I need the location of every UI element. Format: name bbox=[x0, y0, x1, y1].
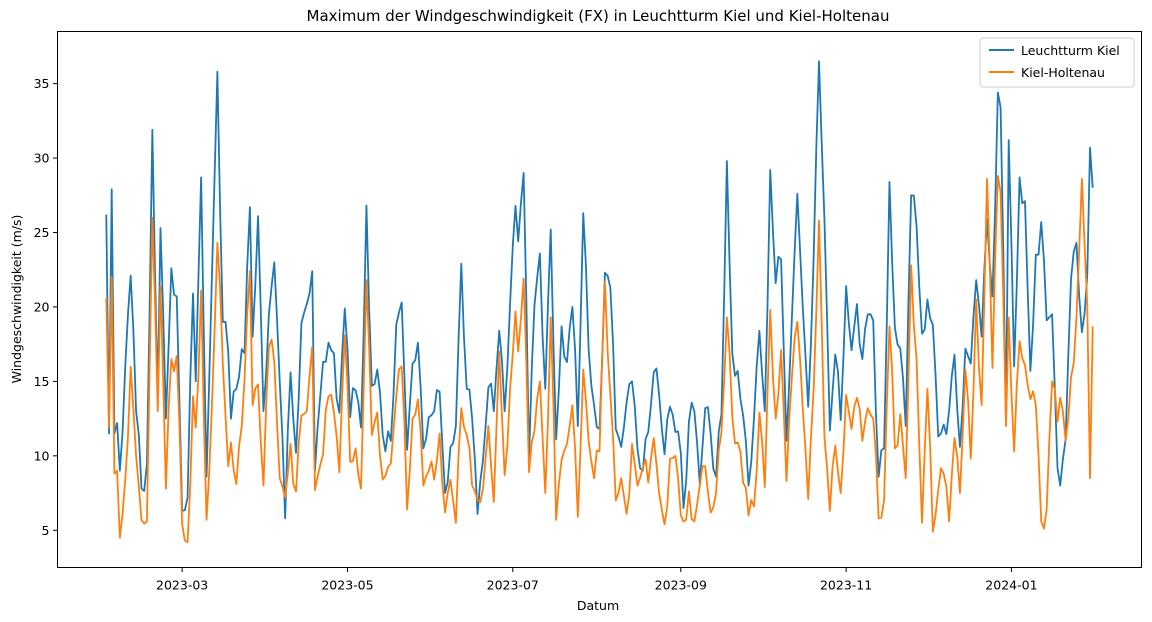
legend-label-kiel-holtenau: Kiel-Holtenau bbox=[1021, 65, 1105, 80]
plot-area bbox=[57, 31, 1142, 568]
x-tick-label: 2023-09 bbox=[655, 578, 707, 593]
y-tick-label: 15 bbox=[34, 374, 50, 389]
y-tick-label: 25 bbox=[34, 225, 50, 240]
x-axis-label: Datum bbox=[577, 598, 619, 613]
legend-box bbox=[979, 37, 1135, 88]
x-tick-label: 2023-07 bbox=[487, 578, 539, 593]
y-axis-label: Windgeschwindigkeit (m/s) bbox=[9, 215, 24, 384]
x-tick-label: 2023-03 bbox=[156, 578, 208, 593]
plot-frame bbox=[57, 31, 1142, 568]
y-axis: 5 10 15 20 25 30 35 bbox=[34, 76, 58, 538]
series-line-kiel-holtenau bbox=[105, 175, 1094, 544]
series-layer bbox=[105, 60, 1094, 544]
y-tick-label: 20 bbox=[34, 299, 50, 314]
x-tick-label: 2024-01 bbox=[985, 578, 1037, 593]
x-axis: 2023-03 2023-05 2023-07 2023-09 2023-11 2024-… bbox=[156, 567, 1038, 593]
x-tick-label: 2023-11 bbox=[820, 578, 872, 593]
y-tick-label: 30 bbox=[34, 151, 50, 166]
y-tick-label: 5 bbox=[42, 523, 50, 538]
legend-label-leuchtturm-kiel: Leuchtturm Kiel bbox=[1021, 43, 1120, 58]
x-tick-label: 2023-05 bbox=[321, 578, 373, 593]
y-tick-label: 10 bbox=[34, 448, 50, 463]
chart-title: Maximum der Windgeschwindigkeit (FX) in … bbox=[307, 7, 890, 25]
legend: Leuchtturm Kiel Kiel-Holtenau bbox=[979, 37, 1135, 88]
y-tick-label: 35 bbox=[34, 76, 50, 91]
